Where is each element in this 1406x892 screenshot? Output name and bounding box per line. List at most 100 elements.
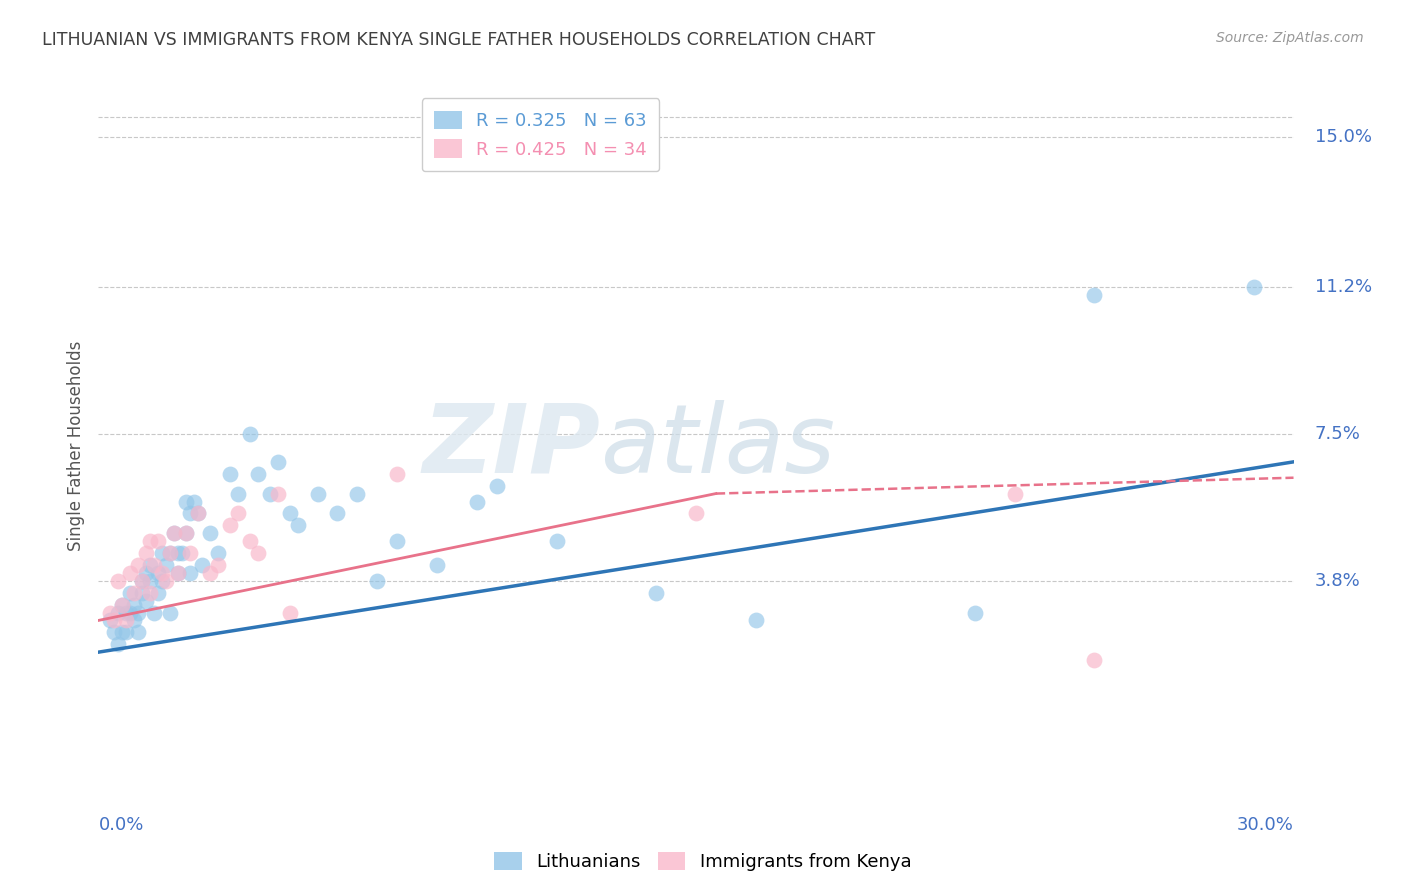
Immigrants from Kenya bbox=[159, 546, 181, 560]
Lithuanians bbox=[745, 614, 768, 628]
Lithuanians bbox=[155, 558, 177, 572]
Immigrants from Kenya bbox=[246, 546, 269, 560]
Lithuanians bbox=[307, 486, 329, 500]
Lithuanians bbox=[179, 507, 201, 521]
Lithuanians bbox=[239, 427, 262, 442]
Lithuanians bbox=[111, 598, 134, 612]
Lithuanians bbox=[287, 518, 309, 533]
Lithuanians bbox=[163, 526, 186, 541]
Lithuanians bbox=[150, 574, 173, 588]
Lithuanians bbox=[219, 467, 242, 481]
Text: atlas: atlas bbox=[600, 400, 835, 492]
Immigrants from Kenya bbox=[685, 507, 707, 521]
Lithuanians bbox=[167, 566, 190, 580]
Lithuanians bbox=[963, 606, 986, 620]
Immigrants from Kenya bbox=[139, 534, 162, 549]
Immigrants from Kenya bbox=[167, 566, 190, 580]
Lithuanians bbox=[187, 507, 209, 521]
Lithuanians bbox=[107, 637, 129, 651]
Immigrants from Kenya bbox=[120, 566, 142, 580]
Immigrants from Kenya bbox=[198, 566, 221, 580]
Lithuanians bbox=[645, 585, 668, 599]
Lithuanians bbox=[366, 574, 388, 588]
Lithuanians bbox=[174, 494, 197, 508]
Text: 0.0%: 0.0% bbox=[98, 816, 143, 834]
Text: Source: ZipAtlas.com: Source: ZipAtlas.com bbox=[1216, 31, 1364, 45]
Lithuanians bbox=[183, 494, 205, 508]
Lithuanians bbox=[1243, 280, 1265, 294]
Lithuanians bbox=[139, 558, 162, 572]
Text: LITHUANIAN VS IMMIGRANTS FROM KENYA SINGLE FATHER HOUSEHOLDS CORRELATION CHART: LITHUANIAN VS IMMIGRANTS FROM KENYA SING… bbox=[42, 31, 876, 49]
Immigrants from Kenya bbox=[155, 574, 177, 588]
Lithuanians bbox=[127, 606, 149, 620]
Immigrants from Kenya bbox=[148, 534, 170, 549]
Lithuanians bbox=[546, 534, 568, 549]
Lithuanians bbox=[246, 467, 269, 481]
Lithuanians bbox=[148, 585, 170, 599]
Lithuanians bbox=[148, 566, 170, 580]
Immigrants from Kenya bbox=[278, 606, 301, 620]
Lithuanians bbox=[131, 585, 153, 599]
Legend: R = 0.325   N = 63, R = 0.425   N = 34: R = 0.325 N = 63, R = 0.425 N = 34 bbox=[422, 98, 659, 171]
Lithuanians bbox=[107, 606, 129, 620]
Lithuanians bbox=[485, 478, 508, 492]
Lithuanians bbox=[267, 455, 290, 469]
Immigrants from Kenya bbox=[267, 486, 290, 500]
Y-axis label: Single Father Households: Single Father Households bbox=[66, 341, 84, 551]
Lithuanians bbox=[120, 585, 142, 599]
Immigrants from Kenya bbox=[115, 614, 138, 628]
Lithuanians bbox=[131, 574, 153, 588]
Immigrants from Kenya bbox=[131, 574, 153, 588]
Immigrants from Kenya bbox=[385, 467, 409, 481]
Legend: Lithuanians, Immigrants from Kenya: Lithuanians, Immigrants from Kenya bbox=[488, 845, 918, 879]
Lithuanians bbox=[115, 606, 138, 620]
Lithuanians bbox=[278, 507, 301, 521]
Lithuanians bbox=[115, 625, 138, 640]
Lithuanians bbox=[465, 494, 488, 508]
Lithuanians bbox=[326, 507, 349, 521]
Immigrants from Kenya bbox=[107, 574, 129, 588]
Immigrants from Kenya bbox=[207, 558, 229, 572]
Immigrants from Kenya bbox=[98, 606, 122, 620]
Immigrants from Kenya bbox=[103, 614, 125, 628]
Lithuanians bbox=[1083, 288, 1105, 302]
Lithuanians bbox=[98, 614, 122, 628]
Immigrants from Kenya bbox=[1083, 653, 1105, 667]
Immigrants from Kenya bbox=[150, 566, 173, 580]
Immigrants from Kenya bbox=[139, 585, 162, 599]
Immigrants from Kenya bbox=[239, 534, 262, 549]
Lithuanians bbox=[111, 625, 134, 640]
Lithuanians bbox=[143, 606, 166, 620]
Lithuanians bbox=[385, 534, 409, 549]
Immigrants from Kenya bbox=[187, 507, 209, 521]
Lithuanians bbox=[124, 598, 146, 612]
Lithuanians bbox=[226, 486, 249, 500]
Text: 30.0%: 30.0% bbox=[1237, 816, 1294, 834]
Lithuanians bbox=[191, 558, 214, 572]
Lithuanians bbox=[150, 546, 173, 560]
Immigrants from Kenya bbox=[163, 526, 186, 541]
Lithuanians bbox=[172, 546, 194, 560]
Lithuanians bbox=[346, 486, 368, 500]
Lithuanians bbox=[127, 625, 149, 640]
Text: 11.2%: 11.2% bbox=[1315, 278, 1372, 296]
Lithuanians bbox=[135, 593, 157, 607]
Lithuanians bbox=[167, 546, 190, 560]
Text: 3.8%: 3.8% bbox=[1315, 572, 1361, 590]
Immigrants from Kenya bbox=[219, 518, 242, 533]
Lithuanians bbox=[139, 574, 162, 588]
Lithuanians bbox=[159, 606, 181, 620]
Immigrants from Kenya bbox=[124, 585, 146, 599]
Immigrants from Kenya bbox=[143, 558, 166, 572]
Lithuanians bbox=[426, 558, 449, 572]
Lithuanians bbox=[174, 526, 197, 541]
Lithuanians bbox=[135, 566, 157, 580]
Text: 15.0%: 15.0% bbox=[1315, 128, 1372, 145]
Immigrants from Kenya bbox=[127, 558, 149, 572]
Immigrants from Kenya bbox=[226, 507, 249, 521]
Lithuanians bbox=[259, 486, 281, 500]
Immigrants from Kenya bbox=[179, 546, 201, 560]
Lithuanians bbox=[159, 546, 181, 560]
Text: ZIP: ZIP bbox=[422, 400, 600, 492]
Immigrants from Kenya bbox=[111, 598, 134, 612]
